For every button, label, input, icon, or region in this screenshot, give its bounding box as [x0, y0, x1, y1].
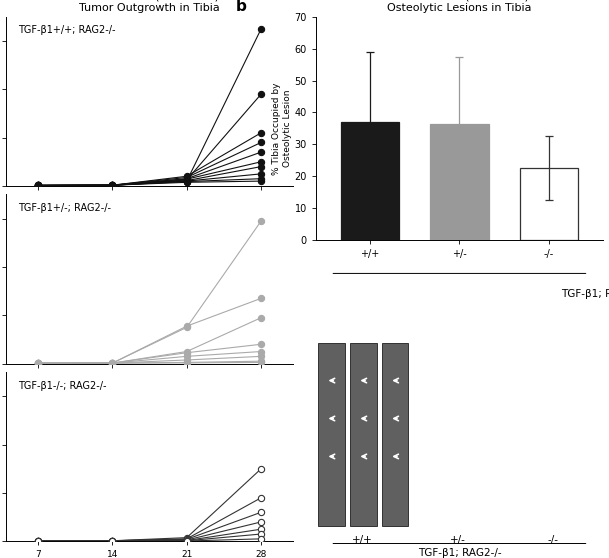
- Bar: [431, 123, 488, 240]
- Title: MDA-MB-231 (#1833-TR)
Osteolytic Lesions in Tibia: MDA-MB-231 (#1833-TR) Osteolytic Lesions…: [387, 0, 532, 13]
- Text: -/-: -/-: [547, 535, 558, 545]
- FancyBboxPatch shape: [318, 343, 345, 526]
- Text: TGF-β1+/-; RAG2-/-: TGF-β1+/-; RAG2-/-: [18, 203, 111, 213]
- Text: +/-: +/-: [449, 535, 465, 545]
- FancyBboxPatch shape: [350, 343, 376, 526]
- Text: b: b: [236, 0, 247, 14]
- Bar: [340, 122, 399, 240]
- Text: TGF-β1; RAG2-/-: TGF-β1; RAG2-/-: [418, 548, 501, 558]
- Bar: [520, 168, 579, 240]
- Text: TGF-β1-/-; RAG2-/-: TGF-β1-/-; RAG2-/-: [18, 381, 106, 391]
- Y-axis label: % Tibia Occupied by
Osteolytic Lesion: % Tibia Occupied by Osteolytic Lesion: [272, 82, 292, 175]
- FancyBboxPatch shape: [382, 343, 409, 526]
- Text: +/+: +/+: [351, 535, 372, 545]
- Title: MDA-MB-231 (#1833-TR)
Tumor Outgrowth in Tibia: MDA-MB-231 (#1833-TR) Tumor Outgrowth in…: [79, 0, 220, 13]
- Text: TGF-β1+/+; RAG2-/-: TGF-β1+/+; RAG2-/-: [18, 25, 115, 35]
- Text: TGF-β1; RAG2-/-: TGF-β1; RAG2-/-: [561, 289, 609, 299]
